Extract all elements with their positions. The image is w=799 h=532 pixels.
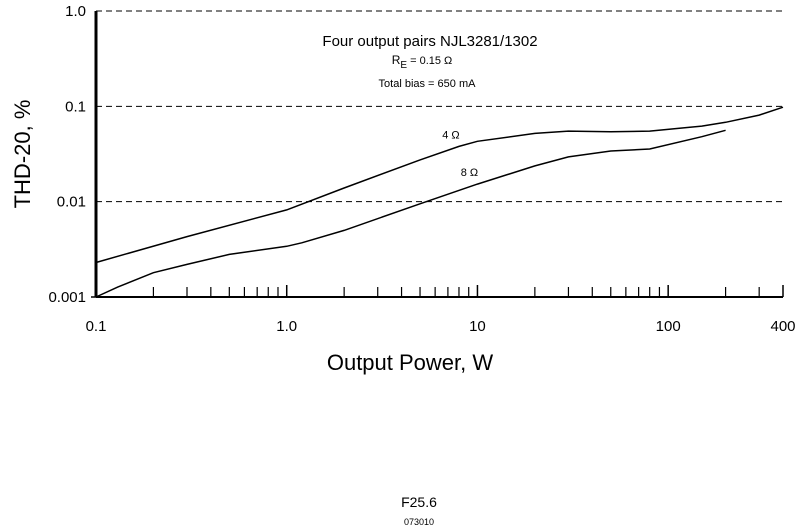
note-part: R [392,53,401,67]
x-tick-label: 400 [770,318,795,335]
note-part: = 0.15 Ω [407,55,452,67]
footnote: F25.6 [401,494,437,510]
x-axis-label: Output Power, W [327,350,494,375]
note: Four output pairs NJL3281/1302 [322,33,537,50]
y-tick-label: 0.001 [48,289,86,306]
x-tick-label: 10 [469,318,486,335]
y-axis-label: THD-20, % [10,100,35,209]
x-tick-label: 1.0 [276,318,297,335]
y-tick-label: 0.1 [65,98,86,115]
series-label: 4 Ω [442,129,459,141]
series-label: 8 Ω [461,167,478,179]
series-line [95,129,726,298]
series-line [95,106,784,264]
footnote: 073010 [404,517,434,527]
x-tick-label: 100 [656,318,681,335]
note-sub: E [400,60,407,71]
y-tick-label: 0.01 [57,194,86,211]
note: RE = 0.15 Ω [392,53,453,71]
y-tick-label: 1.0 [65,3,86,20]
note: Total bias = 650 mA [379,78,477,90]
x-tick-label: 0.1 [86,318,107,335]
